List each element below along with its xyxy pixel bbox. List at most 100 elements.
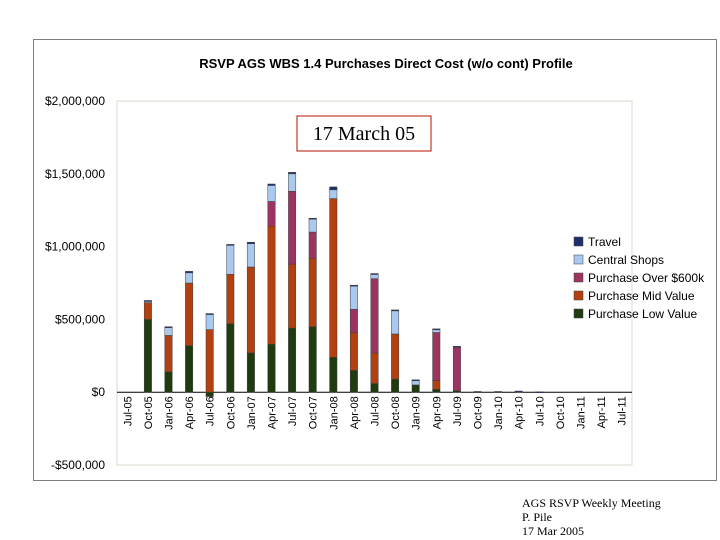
x-tick-label: Jul-06 <box>205 396 217 426</box>
bar-segment <box>226 244 235 246</box>
bar-segment <box>205 314 214 330</box>
y-tick-label: $0 <box>92 385 106 399</box>
x-tick-label: Apr-09 <box>431 396 443 429</box>
bar-segment <box>185 271 194 274</box>
bar-segment <box>514 390 523 393</box>
x-tick-label: Jul-11 <box>617 396 629 425</box>
bar-segment <box>432 380 441 390</box>
bar-segment <box>391 309 400 312</box>
bar-segment <box>205 313 214 315</box>
bar-segment <box>329 357 338 393</box>
bar-segment <box>329 189 338 199</box>
bar-segment <box>329 186 338 191</box>
bar-segment <box>308 231 317 259</box>
bar-segment <box>349 308 358 333</box>
bar-segment <box>185 282 194 346</box>
bar-segment <box>267 225 276 345</box>
bar-segment <box>226 274 235 325</box>
bar-segment <box>288 173 297 192</box>
y-tick-label: $1,000,000 <box>45 240 105 254</box>
x-tick-label: Jul-10 <box>534 396 546 426</box>
bar-segment <box>143 319 152 393</box>
legend-swatch <box>573 290 584 301</box>
bar-segment <box>246 243 255 268</box>
x-tick-label: Jul-05 <box>122 396 134 426</box>
bar-segment <box>246 266 255 354</box>
x-tick-label: Jan-08 <box>328 396 340 430</box>
legend-label: Travel <box>588 235 621 249</box>
bar-segment <box>349 284 358 287</box>
bar-segment <box>308 326 317 393</box>
bar-segment <box>205 329 214 393</box>
y-tick-label: $1,500,000 <box>45 167 105 181</box>
legend-label: Purchase Low Value <box>588 307 698 321</box>
bar-segment <box>288 191 297 265</box>
bar-segment <box>288 263 297 329</box>
x-tick-label: Jan-10 <box>493 396 505 430</box>
bar-segment <box>164 326 173 328</box>
x-tick-label: Jan-11 <box>576 396 588 429</box>
bar-segment <box>411 380 420 386</box>
bar-segment <box>349 370 358 393</box>
bar-segment <box>267 343 276 393</box>
bar-segment <box>246 241 255 244</box>
bar-segment <box>370 278 379 354</box>
footer-meeting: AGS RSVP Weekly Meeting <box>522 496 661 510</box>
bar-segment <box>370 352 379 384</box>
x-tick-label: Apr-10 <box>514 396 526 429</box>
bar-segment <box>432 389 441 393</box>
bar-segment <box>370 383 379 393</box>
bar-segment <box>288 327 297 393</box>
bar-segment <box>432 328 441 331</box>
bar-segment <box>143 302 152 320</box>
chart-svg: RSVP AGS WBS 1.4 Purchases Direct Cost (… <box>45 56 705 472</box>
bar-segment <box>226 323 235 393</box>
x-tick-label: Apr-06 <box>184 396 196 429</box>
bar-segment <box>473 391 482 393</box>
bar-segment <box>349 332 358 371</box>
bar-segment <box>205 391 214 397</box>
bar-segment <box>267 201 276 227</box>
bar-segment <box>164 335 173 373</box>
chart-frame: RSVP AGS WBS 1.4 Purchases Direct Cost (… <box>33 39 717 481</box>
bar-segment <box>494 391 503 393</box>
bar-segment <box>308 257 317 327</box>
x-tick-label: Oct-07 <box>308 396 320 429</box>
footer-date: 17 Mar 2005 <box>522 524 584 538</box>
bar-segment <box>267 183 276 186</box>
bar-segment <box>329 198 338 358</box>
bar-segment <box>185 272 194 284</box>
x-tick-label: Oct-09 <box>473 396 485 429</box>
legend-swatch <box>573 236 584 247</box>
legend-label: Purchase Mid Value <box>588 289 695 303</box>
bar-segment <box>370 274 379 279</box>
legend-swatch <box>573 308 584 319</box>
bar-segment <box>452 346 461 391</box>
y-tick-label: $500,000 <box>55 312 105 326</box>
legend-swatch <box>573 254 584 265</box>
legend-label: Central Shops <box>588 253 664 267</box>
annotation-box <box>296 115 432 152</box>
bar-segment <box>143 300 152 302</box>
bar-segment <box>411 379 420 382</box>
x-tick-label: Oct-06 <box>225 396 237 429</box>
bar-segment <box>535 391 544 394</box>
x-tick-label: Jan-09 <box>411 396 423 430</box>
legend-label: Purchase Over $600k <box>588 271 705 285</box>
bar-segment <box>164 327 173 336</box>
bar-segment <box>226 244 235 275</box>
x-tick-label: Jul-07 <box>287 396 299 426</box>
legend-swatch <box>573 272 584 283</box>
bar-segment <box>452 346 461 348</box>
bar-segment <box>164 371 173 393</box>
bar-segment <box>267 185 276 202</box>
bar-segment <box>349 285 358 310</box>
x-tick-label: Jan-06 <box>164 396 176 430</box>
bar-segment <box>391 333 400 380</box>
bar-segment <box>432 332 441 381</box>
x-tick-label: Jul-08 <box>370 396 382 426</box>
x-tick-label: Oct-10 <box>555 396 567 429</box>
x-tick-label: Jul-09 <box>452 396 464 426</box>
bar-segment <box>391 310 400 335</box>
y-tick-label: $2,000,000 <box>45 94 105 108</box>
